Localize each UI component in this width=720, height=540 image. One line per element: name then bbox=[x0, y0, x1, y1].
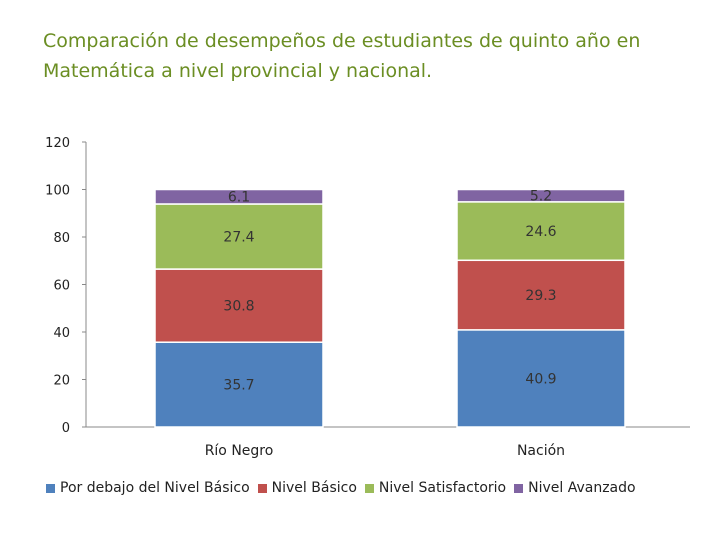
x-category-label: Río Negro bbox=[205, 443, 274, 459]
data-label: 30.8 bbox=[223, 299, 254, 315]
legend-label: Nivel Avanzado bbox=[528, 480, 636, 496]
bar-segment bbox=[456, 329, 626, 428]
y-tick-label: 100 bbox=[45, 184, 70, 199]
y-tick-label: 20 bbox=[53, 374, 70, 389]
data-label: 24.6 bbox=[525, 224, 556, 240]
data-label: 5.2 bbox=[530, 189, 552, 205]
data-label: 35.7 bbox=[223, 378, 254, 394]
chart-title: Comparación de desempeños de estudiantes… bbox=[43, 30, 641, 82]
legend-swatch bbox=[257, 483, 267, 493]
bar-segment bbox=[154, 341, 324, 428]
legend-item: Por debajo del Nivel Básico bbox=[46, 480, 250, 496]
bars-layer bbox=[154, 188, 626, 428]
bar-segment bbox=[154, 203, 324, 270]
data-label: 40.9 bbox=[525, 371, 556, 387]
y-tick-label: 80 bbox=[53, 231, 70, 246]
legend-item: Nivel Satisfactorio bbox=[364, 480, 507, 496]
bar-segment bbox=[456, 201, 626, 262]
legend-swatch bbox=[46, 483, 55, 493]
x-category-label: Nación bbox=[517, 443, 565, 459]
data-labels-layer: 35.7 30.8 27.4 6.1 Río Negro 40.9 29.3 24.6 5.2 N… bbox=[205, 189, 565, 459]
y-tick-label: 60 bbox=[53, 279, 70, 294]
legend-label: Nivel Satisfactorio bbox=[378, 480, 507, 496]
bar-segment bbox=[154, 268, 324, 343]
y-tick-label: 120 bbox=[45, 136, 70, 151]
legend-item: Nivel Avanzado bbox=[514, 480, 636, 496]
legend-label: Por debajo del Nivel Básico bbox=[60, 480, 250, 496]
y-tick-label: 40 bbox=[53, 326, 70, 341]
legend-label: Nivel Básico bbox=[271, 480, 357, 496]
legend-swatch bbox=[514, 483, 524, 493]
data-label: 29.3 bbox=[525, 288, 556, 304]
y-tick-label: 0 bbox=[62, 421, 70, 436]
legend: Por debajo del Nivel Básico Nivel Básico N… bbox=[46, 480, 644, 496]
bar-segment bbox=[456, 188, 626, 203]
legend-swatch bbox=[364, 483, 374, 493]
legend-item: Nivel Básico bbox=[257, 480, 357, 496]
bar-segment bbox=[154, 188, 324, 205]
data-label: 27.4 bbox=[223, 230, 254, 246]
data-label: 6.1 bbox=[228, 190, 250, 206]
